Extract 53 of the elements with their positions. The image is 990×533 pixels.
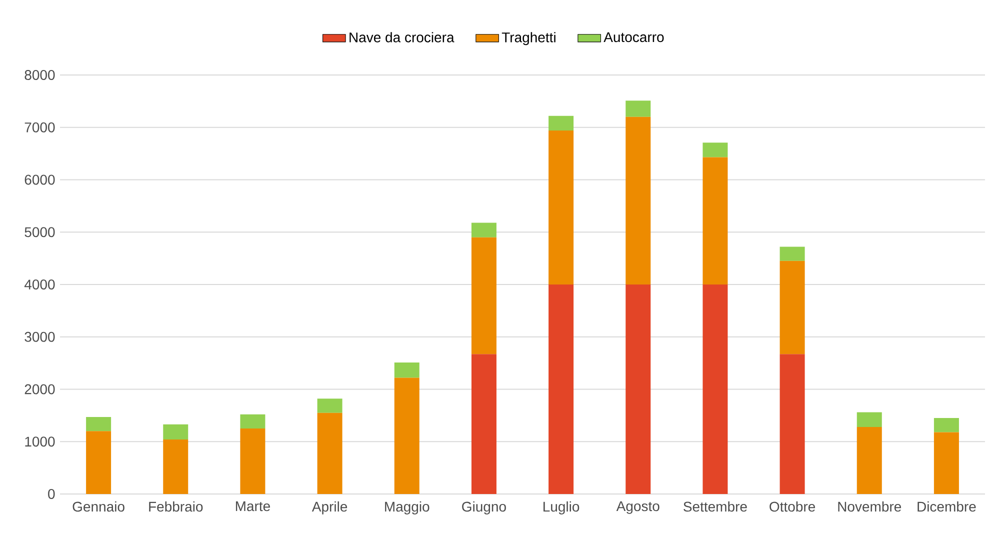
bar — [626, 284, 651, 494]
bar — [317, 412, 342, 494]
bar — [471, 354, 496, 494]
bar — [780, 260, 805, 354]
bar — [702, 142, 728, 158]
bar — [163, 440, 188, 494]
y-tick-label: 0 — [48, 489, 55, 499]
legend-label: Traghetti — [502, 32, 556, 46]
bar — [626, 116, 651, 285]
bar — [856, 412, 882, 427]
bar — [86, 417, 112, 432]
bar — [702, 157, 728, 285]
x-tick-label: Giugno — [462, 501, 506, 514]
y-tick-label: 4000 — [24, 280, 55, 290]
x-tick-label: Ottobre — [770, 501, 816, 512]
bar — [702, 284, 728, 494]
bar — [548, 130, 574, 285]
bar — [471, 237, 496, 354]
y-tick-label: 5000 — [24, 227, 55, 238]
x-tick-label: Dicembre — [918, 501, 976, 512]
bar — [394, 378, 420, 494]
y-tick-label: 2000 — [24, 384, 55, 394]
bar — [934, 432, 959, 494]
bar — [548, 284, 574, 494]
x-tick-label: Settembre — [684, 501, 747, 512]
y-tick-label: 3000 — [24, 332, 55, 342]
x-tick-label: Marte — [236, 501, 270, 512]
legend-label: Autocarro — [604, 32, 664, 42]
x-tick-label: Febbraio — [149, 501, 203, 512]
bar — [86, 431, 112, 494]
legend-label: Nave da crociera — [350, 32, 454, 42]
bar — [317, 398, 342, 413]
y-tick-label: 8000 — [24, 70, 55, 80]
bar — [394, 362, 420, 378]
bar — [240, 414, 266, 429]
bar — [548, 116, 574, 131]
bar — [856, 426, 882, 494]
bar — [471, 222, 496, 238]
x-tick-label: Maggio — [385, 501, 430, 514]
y-tick-label: 6000 — [24, 174, 55, 185]
x-tick-label: Agosto — [616, 501, 660, 514]
bar — [626, 100, 651, 117]
x-tick-label: Novembre — [838, 501, 902, 512]
bar — [934, 418, 959, 432]
bar — [780, 246, 805, 261]
x-tick-label: Aprile — [312, 501, 348, 514]
bar — [240, 428, 266, 494]
bar — [163, 424, 188, 440]
x-tick-label: Luglio — [544, 501, 580, 514]
bar — [780, 354, 805, 494]
y-tick-label: 7000 — [24, 122, 55, 132]
x-tick-label: Gennaio — [72, 501, 124, 512]
y-tick-label: 1000 — [25, 436, 55, 447]
